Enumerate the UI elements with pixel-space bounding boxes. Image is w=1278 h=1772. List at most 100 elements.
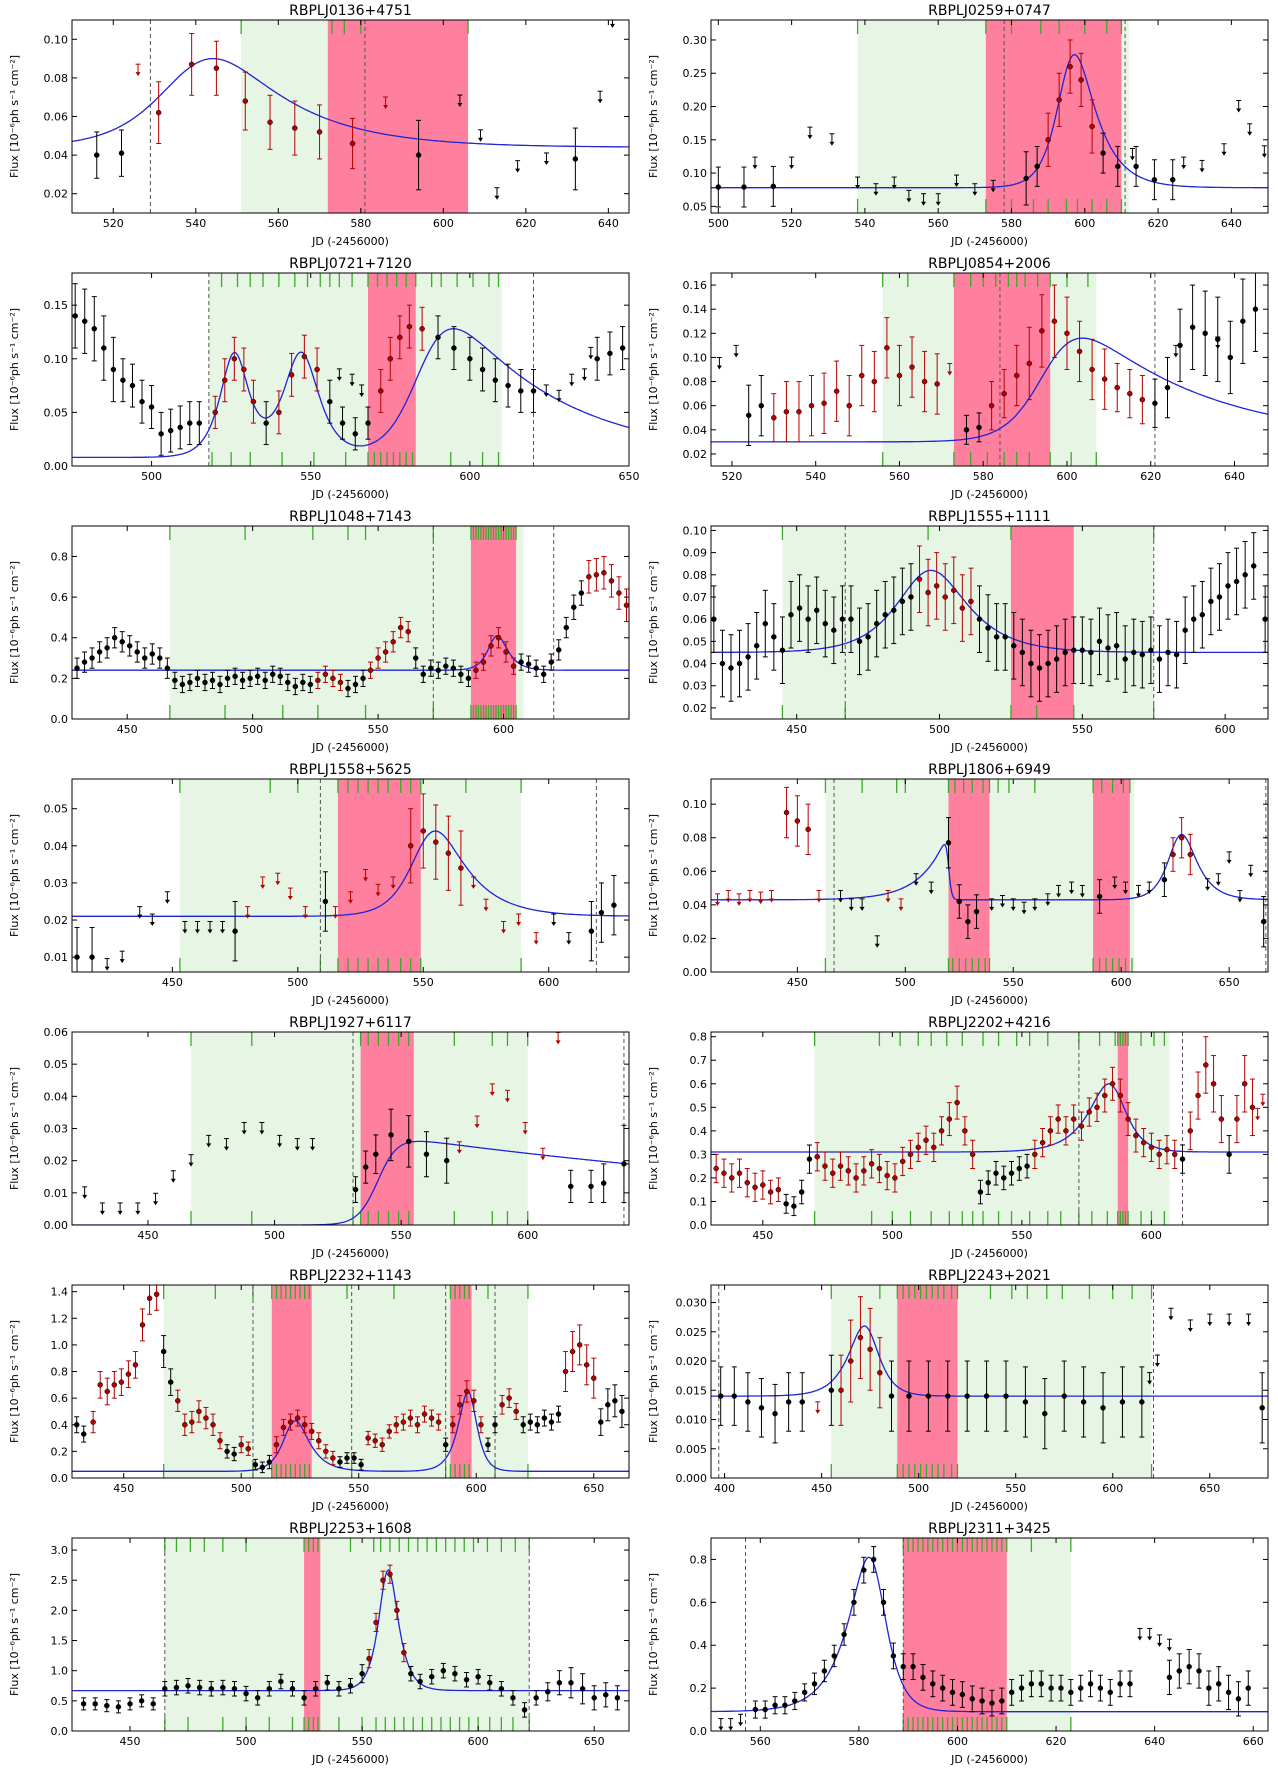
point-marker	[415, 152, 422, 158]
point-marker	[796, 408, 802, 415]
data-point	[327, 379, 333, 424]
data-point	[104, 637, 110, 659]
data-point	[1203, 1036, 1209, 1094]
point-marker	[545, 1689, 551, 1695]
data-point	[1018, 1674, 1025, 1702]
upper-limit	[1129, 147, 1135, 161]
point-marker	[571, 604, 577, 611]
point-marker	[196, 1684, 203, 1691]
data-point	[1122, 625, 1128, 693]
data-point	[158, 411, 164, 456]
upper-limit	[182, 920, 188, 934]
point-marker	[510, 663, 517, 669]
data-point	[506, 1388, 512, 1408]
upper-limit	[816, 889, 822, 903]
upper-limit-arrow	[954, 183, 960, 188]
upper-limit	[989, 898, 995, 911]
point-marker	[1114, 384, 1120, 391]
data-point	[853, 1163, 859, 1193]
point-marker	[783, 809, 790, 816]
point-marker	[771, 634, 777, 640]
upper-limit-arrow	[294, 1146, 300, 1151]
data-point	[435, 315, 441, 360]
point-marker	[250, 398, 257, 405]
point-marker	[1115, 163, 1121, 170]
data-point	[882, 580, 888, 649]
data-point	[1156, 625, 1163, 693]
data-point	[533, 659, 539, 677]
point-marker	[420, 828, 427, 834]
upper-limit	[999, 895, 1005, 908]
data-point	[770, 165, 777, 207]
point-marker	[1062, 649, 1068, 656]
data-point	[289, 1681, 296, 1697]
upper-limit	[1147, 1628, 1153, 1641]
point-marker	[349, 140, 356, 147]
data-point	[138, 1694, 145, 1708]
data-point	[568, 1169, 574, 1203]
data-point	[1001, 369, 1007, 419]
point-marker	[242, 98, 249, 104]
point-marker	[390, 639, 396, 645]
y-tick-label: 0.04	[44, 1090, 69, 1103]
point-marker	[1042, 1410, 1048, 1417]
point-marker	[1202, 330, 1208, 337]
data-point	[753, 612, 760, 680]
y-tick-label: 0.8	[51, 550, 69, 563]
axes-frame	[71, 525, 630, 720]
point-marker	[366, 1655, 372, 1662]
data-point	[492, 1416, 498, 1434]
data-point	[845, 1156, 852, 1186]
data-point	[316, 1432, 322, 1450]
point-marker	[899, 1158, 906, 1165]
data-point	[74, 657, 80, 679]
data-point	[315, 671, 321, 690]
data-point	[1125, 1102, 1131, 1137]
data-point	[518, 653, 524, 671]
data-point	[377, 369, 384, 413]
data-point	[478, 1416, 484, 1434]
data-point	[365, 406, 371, 440]
point-marker	[1096, 638, 1103, 645]
point-marker	[440, 1667, 447, 1674]
upper-limit-arrow	[1137, 1636, 1143, 1641]
axes-frame	[710, 1537, 1269, 1732]
upper-limit-arrow	[99, 1210, 105, 1215]
data-point	[933, 552, 940, 620]
data-point	[548, 1413, 555, 1431]
point-marker	[979, 1698, 985, 1704]
point-marker	[316, 129, 323, 135]
plot-area	[711, 1285, 1268, 1478]
plot-area	[72, 1032, 629, 1225]
data-point	[758, 1378, 765, 1438]
y-tick-label: 0.15	[44, 299, 69, 312]
y-axis-label: Flux [10⁻⁶ph s⁻¹ cm⁻²]	[8, 55, 21, 178]
data-point	[1039, 294, 1045, 368]
y-tick-label: 0.5	[690, 1101, 708, 1114]
y-axis-label: Flux [10⁻⁶ph s⁻¹ cm⁻²]	[647, 561, 660, 684]
upper-limit-arrow	[1021, 910, 1027, 915]
upper-limit	[390, 876, 396, 889]
data-point	[224, 1444, 230, 1459]
x-tick-label: 550	[413, 976, 434, 989]
plot-area	[72, 526, 629, 719]
upper-limit-arrow	[489, 1091, 495, 1096]
point-marker	[954, 1099, 960, 1106]
data-point	[397, 315, 403, 360]
upper-limit-arrow	[829, 141, 835, 146]
point-marker	[785, 1399, 792, 1405]
point-marker	[1187, 1128, 1194, 1134]
data-point	[351, 1452, 357, 1464]
season-window	[831, 1285, 1152, 1478]
data-point	[146, 1285, 153, 1315]
x-tick-label: 550	[368, 723, 389, 736]
data-point	[1100, 1372, 1106, 1444]
point-marker	[1165, 649, 1171, 656]
data-point	[859, 344, 865, 407]
point-marker	[301, 1695, 307, 1701]
point-marker	[1125, 1116, 1131, 1122]
season-window	[782, 526, 1154, 719]
data-point	[269, 665, 276, 683]
upper-limit	[1246, 1313, 1252, 1327]
x-tick-label: 600	[459, 470, 480, 483]
